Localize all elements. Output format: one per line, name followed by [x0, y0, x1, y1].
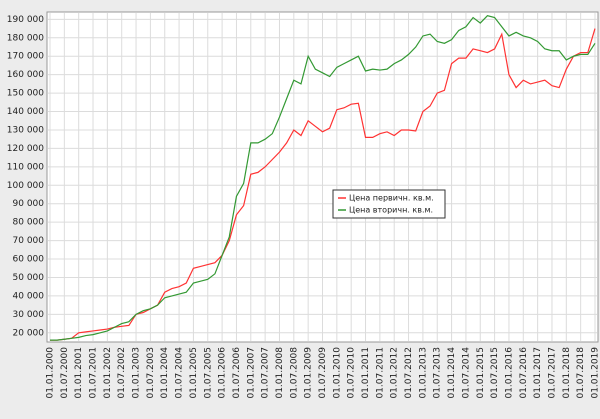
y-tick-label: 160 000: [7, 70, 44, 80]
x-tick-label: 01.01.2007: [246, 347, 256, 399]
y-tick-label: 80 000: [13, 218, 45, 228]
x-tick-label: 01.07.2004: [175, 347, 185, 399]
legend: Цена первичн. кв.м. Цена вторичн. кв.м.: [333, 190, 445, 218]
x-tick-label: 01.01.2008: [275, 347, 285, 399]
y-tick-label: 150 000: [7, 89, 44, 99]
y-tick-label: 190 000: [7, 15, 44, 25]
x-tick-label: 01.07.2005: [203, 347, 213, 399]
x-tick-label: 01.07.2008: [289, 347, 299, 399]
x-tick-label: 01.01.2012: [390, 347, 400, 399]
y-tick-label: 110 000: [7, 162, 44, 172]
x-tick-label: 01.01.2010: [332, 347, 342, 399]
x-tick-label: 01.01.2018: [562, 347, 572, 399]
legend-label: Цена первичн. кв.м.: [349, 194, 434, 203]
y-tick-label: 20 000: [13, 328, 45, 338]
y-tick-label: 70 000: [13, 236, 45, 246]
x-tick-label: 01.07.2003: [146, 347, 156, 399]
x-tick-label: 01.01.2004: [160, 347, 170, 399]
x-tick-label: 01.07.2010: [347, 347, 357, 399]
x-tick-label: 01.01.2013: [418, 347, 428, 399]
x-tick-label: 01.01.2015: [476, 347, 486, 399]
x-tick-label: 01.01.2016: [504, 347, 514, 399]
y-tick-label: 180 000: [7, 33, 44, 43]
y-tick-label: 60 000: [13, 255, 45, 265]
y-tick-label: 40 000: [13, 291, 45, 301]
x-tick-label: 01.07.2000: [60, 347, 70, 399]
y-tick-label: 170 000: [7, 52, 44, 62]
x-tick-label: 01.01.2000: [46, 347, 56, 399]
x-tick-label: 01.07.2012: [404, 347, 414, 399]
x-tick-label: 01.01.2019: [591, 347, 600, 399]
y-tick-label: 130 000: [7, 125, 44, 135]
x-tick-label: 01.07.2011: [375, 347, 385, 399]
x-tick-label: 01.01.2001: [74, 347, 84, 399]
x-tick-label: 01.07.2018: [576, 347, 586, 399]
legend-label: Цена вторичн. кв.м.: [349, 206, 433, 215]
x-tick-label: 01.07.2016: [519, 347, 529, 399]
y-tick-label: 30 000: [13, 310, 45, 320]
x-tick-label: 01.01.2014: [447, 347, 457, 399]
x-tick-label: 01.01.2005: [189, 347, 199, 399]
x-tick-label: 01.07.2001: [89, 347, 99, 399]
x-tick-label: 01.01.2003: [132, 347, 142, 399]
x-tick-label: 01.07.2006: [232, 347, 242, 399]
y-tick-label: 120 000: [7, 144, 44, 154]
x-tick-label: 01.01.2011: [361, 347, 371, 399]
x-tick-label: 01.01.2009: [304, 347, 314, 399]
x-tick-label: 01.07.2015: [490, 347, 500, 399]
x-tick-label: 01.07.2017: [547, 347, 557, 399]
x-tick-label: 01.01.2006: [218, 347, 228, 399]
x-tick-label: 01.07.2002: [117, 347, 127, 399]
y-tick-label: 50 000: [13, 273, 45, 283]
x-tick-label: 01.07.2009: [318, 347, 328, 399]
y-tick-label: 90 000: [13, 199, 45, 209]
y-tick-label: 100 000: [7, 181, 44, 191]
x-tick-label: 01.07.2007: [261, 347, 271, 399]
x-tick-label: 01.07.2014: [461, 347, 471, 399]
x-tick-label: 01.01.2017: [533, 347, 543, 399]
y-tick-label: 140 000: [7, 107, 44, 117]
x-tick-label: 01.01.2002: [103, 347, 113, 399]
x-tick-label: 01.07.2013: [433, 347, 443, 399]
